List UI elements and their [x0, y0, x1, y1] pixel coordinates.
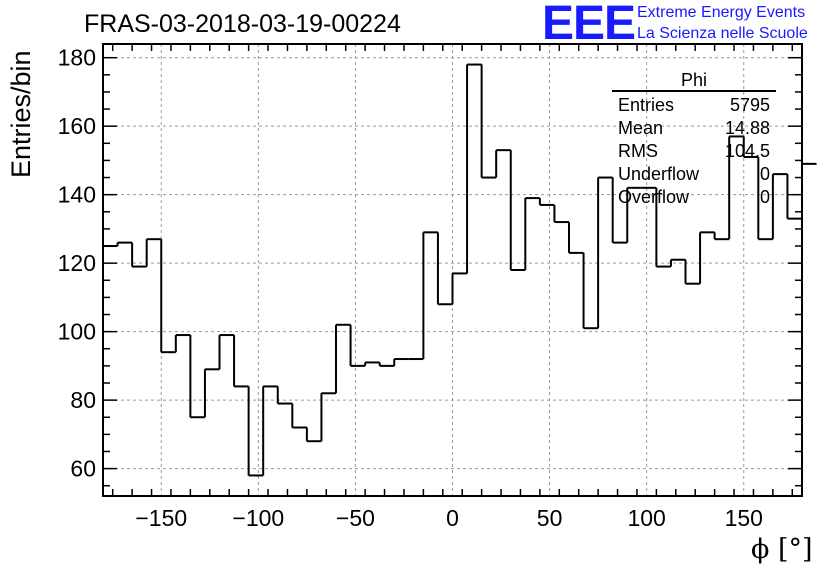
stats-row: RMS 104.5: [612, 140, 776, 163]
x-tick-label: 50: [537, 505, 563, 531]
stats-value: 5795: [729, 95, 770, 115]
stats-label: Underflow: [618, 164, 700, 184]
y-tick-label: 80: [70, 387, 96, 413]
x-tick-label: −150: [135, 505, 187, 531]
stats-row: Mean 14.88: [612, 117, 776, 140]
y-tick-label: 140: [58, 182, 96, 208]
eee-logo: EEE: [542, 0, 636, 50]
stats-box: Phi Entries 5795 Mean 14.88 RMS 104.5 Un…: [612, 70, 776, 209]
x-tick-label: −50: [336, 505, 375, 531]
logo-line-1: Extreme Energy Events: [637, 4, 806, 21]
stats-label: Overflow: [618, 187, 690, 207]
y-tick-label: 60: [70, 456, 96, 482]
x-tick-label: 0: [446, 505, 459, 531]
stats-title: Phi: [680, 70, 707, 90]
stats-value: 0: [759, 164, 770, 184]
y-tick-label: 160: [58, 113, 96, 139]
stats-row: Underflow 0: [612, 163, 776, 186]
x-tick-label: −100: [232, 505, 284, 531]
stats-row: Entries 5795: [612, 94, 776, 117]
x-tick-label: 150: [725, 505, 763, 531]
stats-row: Overflow 0: [612, 186, 776, 209]
stats-value: 104.5: [724, 141, 770, 161]
stats-value: 14.88: [724, 118, 770, 138]
y-tick-label: 100: [58, 319, 96, 345]
chart-title: FRAS-03-2018-03-19-00224: [84, 10, 401, 38]
stats-label: Entries: [618, 95, 675, 115]
y-tick-label: 180: [58, 45, 96, 71]
logo-line-2: La Scienza nelle Scuole: [637, 25, 808, 42]
plot-frame: [102, 43, 803, 497]
x-axis-label: ϕ [°]: [751, 534, 813, 565]
stats-label: Mean: [618, 118, 664, 138]
y-tick-label: 120: [58, 250, 96, 276]
stats-divider: [612, 90, 776, 92]
stats-label: RMS: [618, 141, 658, 161]
y-axis-label: Entries/bin: [6, 50, 36, 178]
x-tick-label: 100: [627, 505, 665, 531]
stats-value: 0: [759, 187, 770, 207]
